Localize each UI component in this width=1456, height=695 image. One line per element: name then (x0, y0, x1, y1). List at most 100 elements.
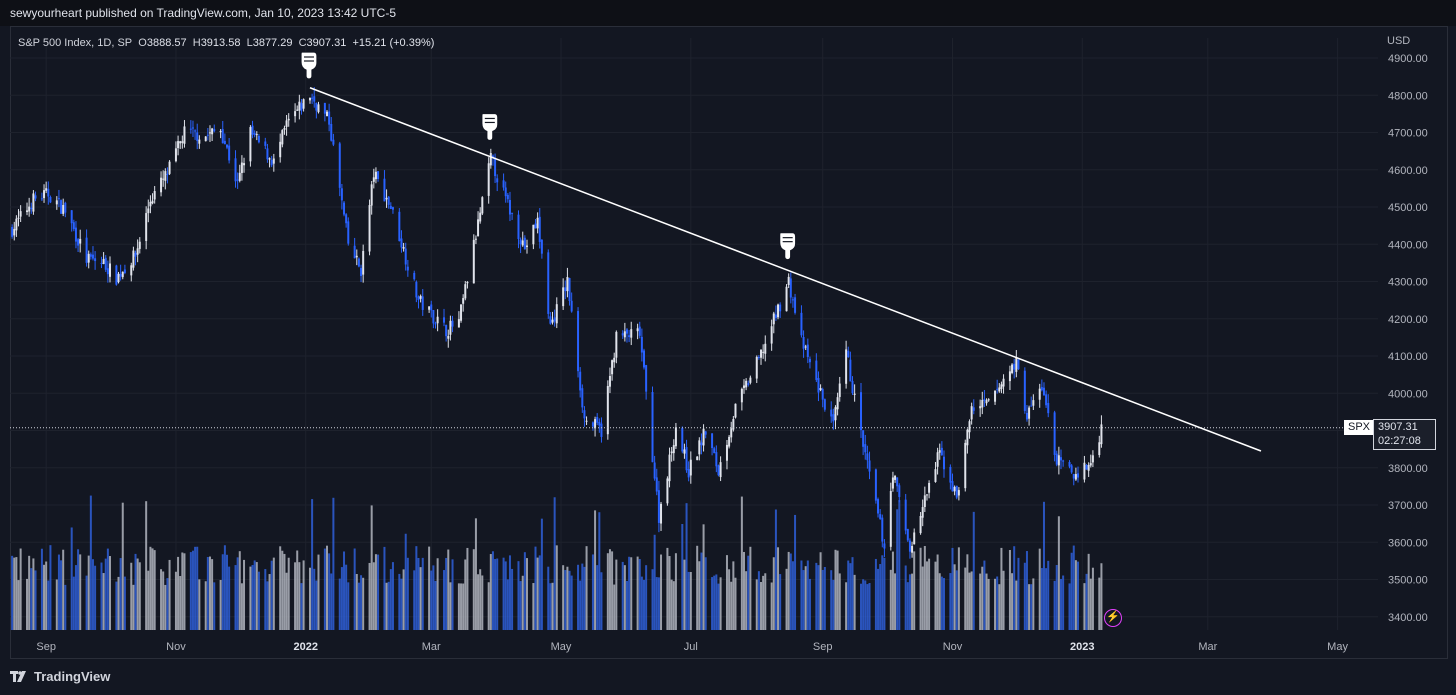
last-price-value: 3907.31 (1378, 421, 1418, 433)
volume-bar (294, 562, 297, 630)
tradingview-logo-icon (10, 670, 26, 682)
volume-bar (45, 561, 48, 630)
volume-bar (234, 565, 237, 630)
candle-body (136, 248, 139, 255)
candle-body (685, 447, 688, 471)
candle-body (728, 436, 731, 447)
volume-bar (494, 559, 497, 630)
x-tick-label: Nov (943, 641, 963, 653)
candle-body (830, 409, 833, 417)
y-tick-label: 4500.00 (1388, 202, 1428, 214)
volume-bar (62, 549, 65, 630)
candle-body (87, 253, 90, 263)
candle-body (100, 262, 103, 264)
candle-body (964, 442, 967, 489)
candle-body (474, 238, 477, 240)
y-tick-label: 4400.00 (1388, 239, 1428, 251)
volume-bar (523, 552, 526, 630)
volume-bar (536, 557, 539, 630)
volume-bar (179, 576, 182, 630)
candle-body (94, 258, 97, 262)
volume-bar (908, 574, 911, 630)
volume-bar (636, 556, 639, 630)
candle-body (1077, 473, 1080, 478)
candle-body (1042, 387, 1045, 396)
candle-body (211, 128, 214, 135)
volume-bar (447, 549, 450, 630)
candle-body (506, 194, 509, 200)
volume-bar (360, 575, 363, 630)
candle-body (672, 445, 675, 454)
volume-bar (415, 546, 418, 630)
volume-bar (808, 578, 811, 630)
candle-body (534, 223, 537, 229)
candle-body (1074, 474, 1077, 480)
lightning-icon[interactable]: ⚡ (1104, 609, 1122, 627)
candle-body (611, 360, 614, 375)
volume-bar (534, 546, 537, 630)
volume-bar (177, 556, 180, 630)
candle-body (651, 392, 654, 463)
symbol-info[interactable]: S&P 500 Index, 1D, SP (18, 37, 133, 49)
candle-body (219, 130, 222, 133)
candle-body (1008, 371, 1011, 382)
volume-bar (638, 559, 641, 630)
candle-body (13, 228, 16, 236)
volume-bar (643, 579, 646, 630)
pointing-hand-icon[interactable] (300, 51, 318, 80)
volume-bar (149, 546, 152, 630)
candle-body (89, 254, 92, 257)
candle-body (791, 299, 794, 301)
candle-body (138, 241, 141, 249)
candle-body (70, 210, 73, 224)
candle-body (430, 304, 433, 311)
volume-bar (108, 556, 111, 630)
candle-body (26, 210, 29, 213)
volume-bar (345, 564, 348, 630)
volume-bar (30, 568, 33, 630)
volume-bar (998, 584, 1001, 630)
candle-body (17, 217, 20, 219)
tradingview-logo[interactable]: TradingView (10, 669, 110, 684)
candle-body (119, 273, 122, 277)
volume-bar (579, 580, 582, 630)
volume-bar (166, 578, 169, 630)
candle-body (477, 219, 480, 237)
volume-bar (698, 561, 701, 630)
volume-bar (266, 581, 269, 630)
volume-bar (377, 554, 380, 630)
volume-bar (836, 550, 839, 630)
candle-body (221, 129, 224, 144)
pointing-hand-icon[interactable] (481, 112, 499, 142)
y-tick-label: 4700.00 (1388, 128, 1428, 140)
candle-body (896, 477, 899, 487)
candle-body (204, 136, 207, 142)
volume-bar (406, 557, 409, 630)
volume-bar (742, 551, 745, 630)
volume-bar (74, 565, 77, 630)
candle-body (502, 180, 505, 188)
candle-body (236, 179, 239, 181)
volume-bar (60, 560, 63, 630)
candle-body (683, 449, 686, 454)
volume-bar (64, 584, 67, 630)
candle-body (970, 406, 973, 420)
candle-body (687, 469, 690, 478)
candle-body (228, 145, 231, 161)
candle-body (402, 246, 405, 249)
candle-body (998, 387, 1001, 392)
candle-body (494, 157, 497, 177)
pointing-hand-icon[interactable] (779, 232, 797, 261)
candle-body (525, 245, 528, 248)
volume-bar (1047, 560, 1050, 630)
candle-body (60, 200, 63, 214)
candle-body (55, 200, 58, 205)
volume-bar (800, 560, 803, 630)
volume-bar (547, 566, 550, 630)
candle-body (906, 528, 909, 541)
volume-bar (851, 557, 854, 630)
candle-body (894, 475, 897, 480)
volume-bar (1074, 560, 1077, 630)
chart-frame[interactable] (10, 26, 1448, 659)
